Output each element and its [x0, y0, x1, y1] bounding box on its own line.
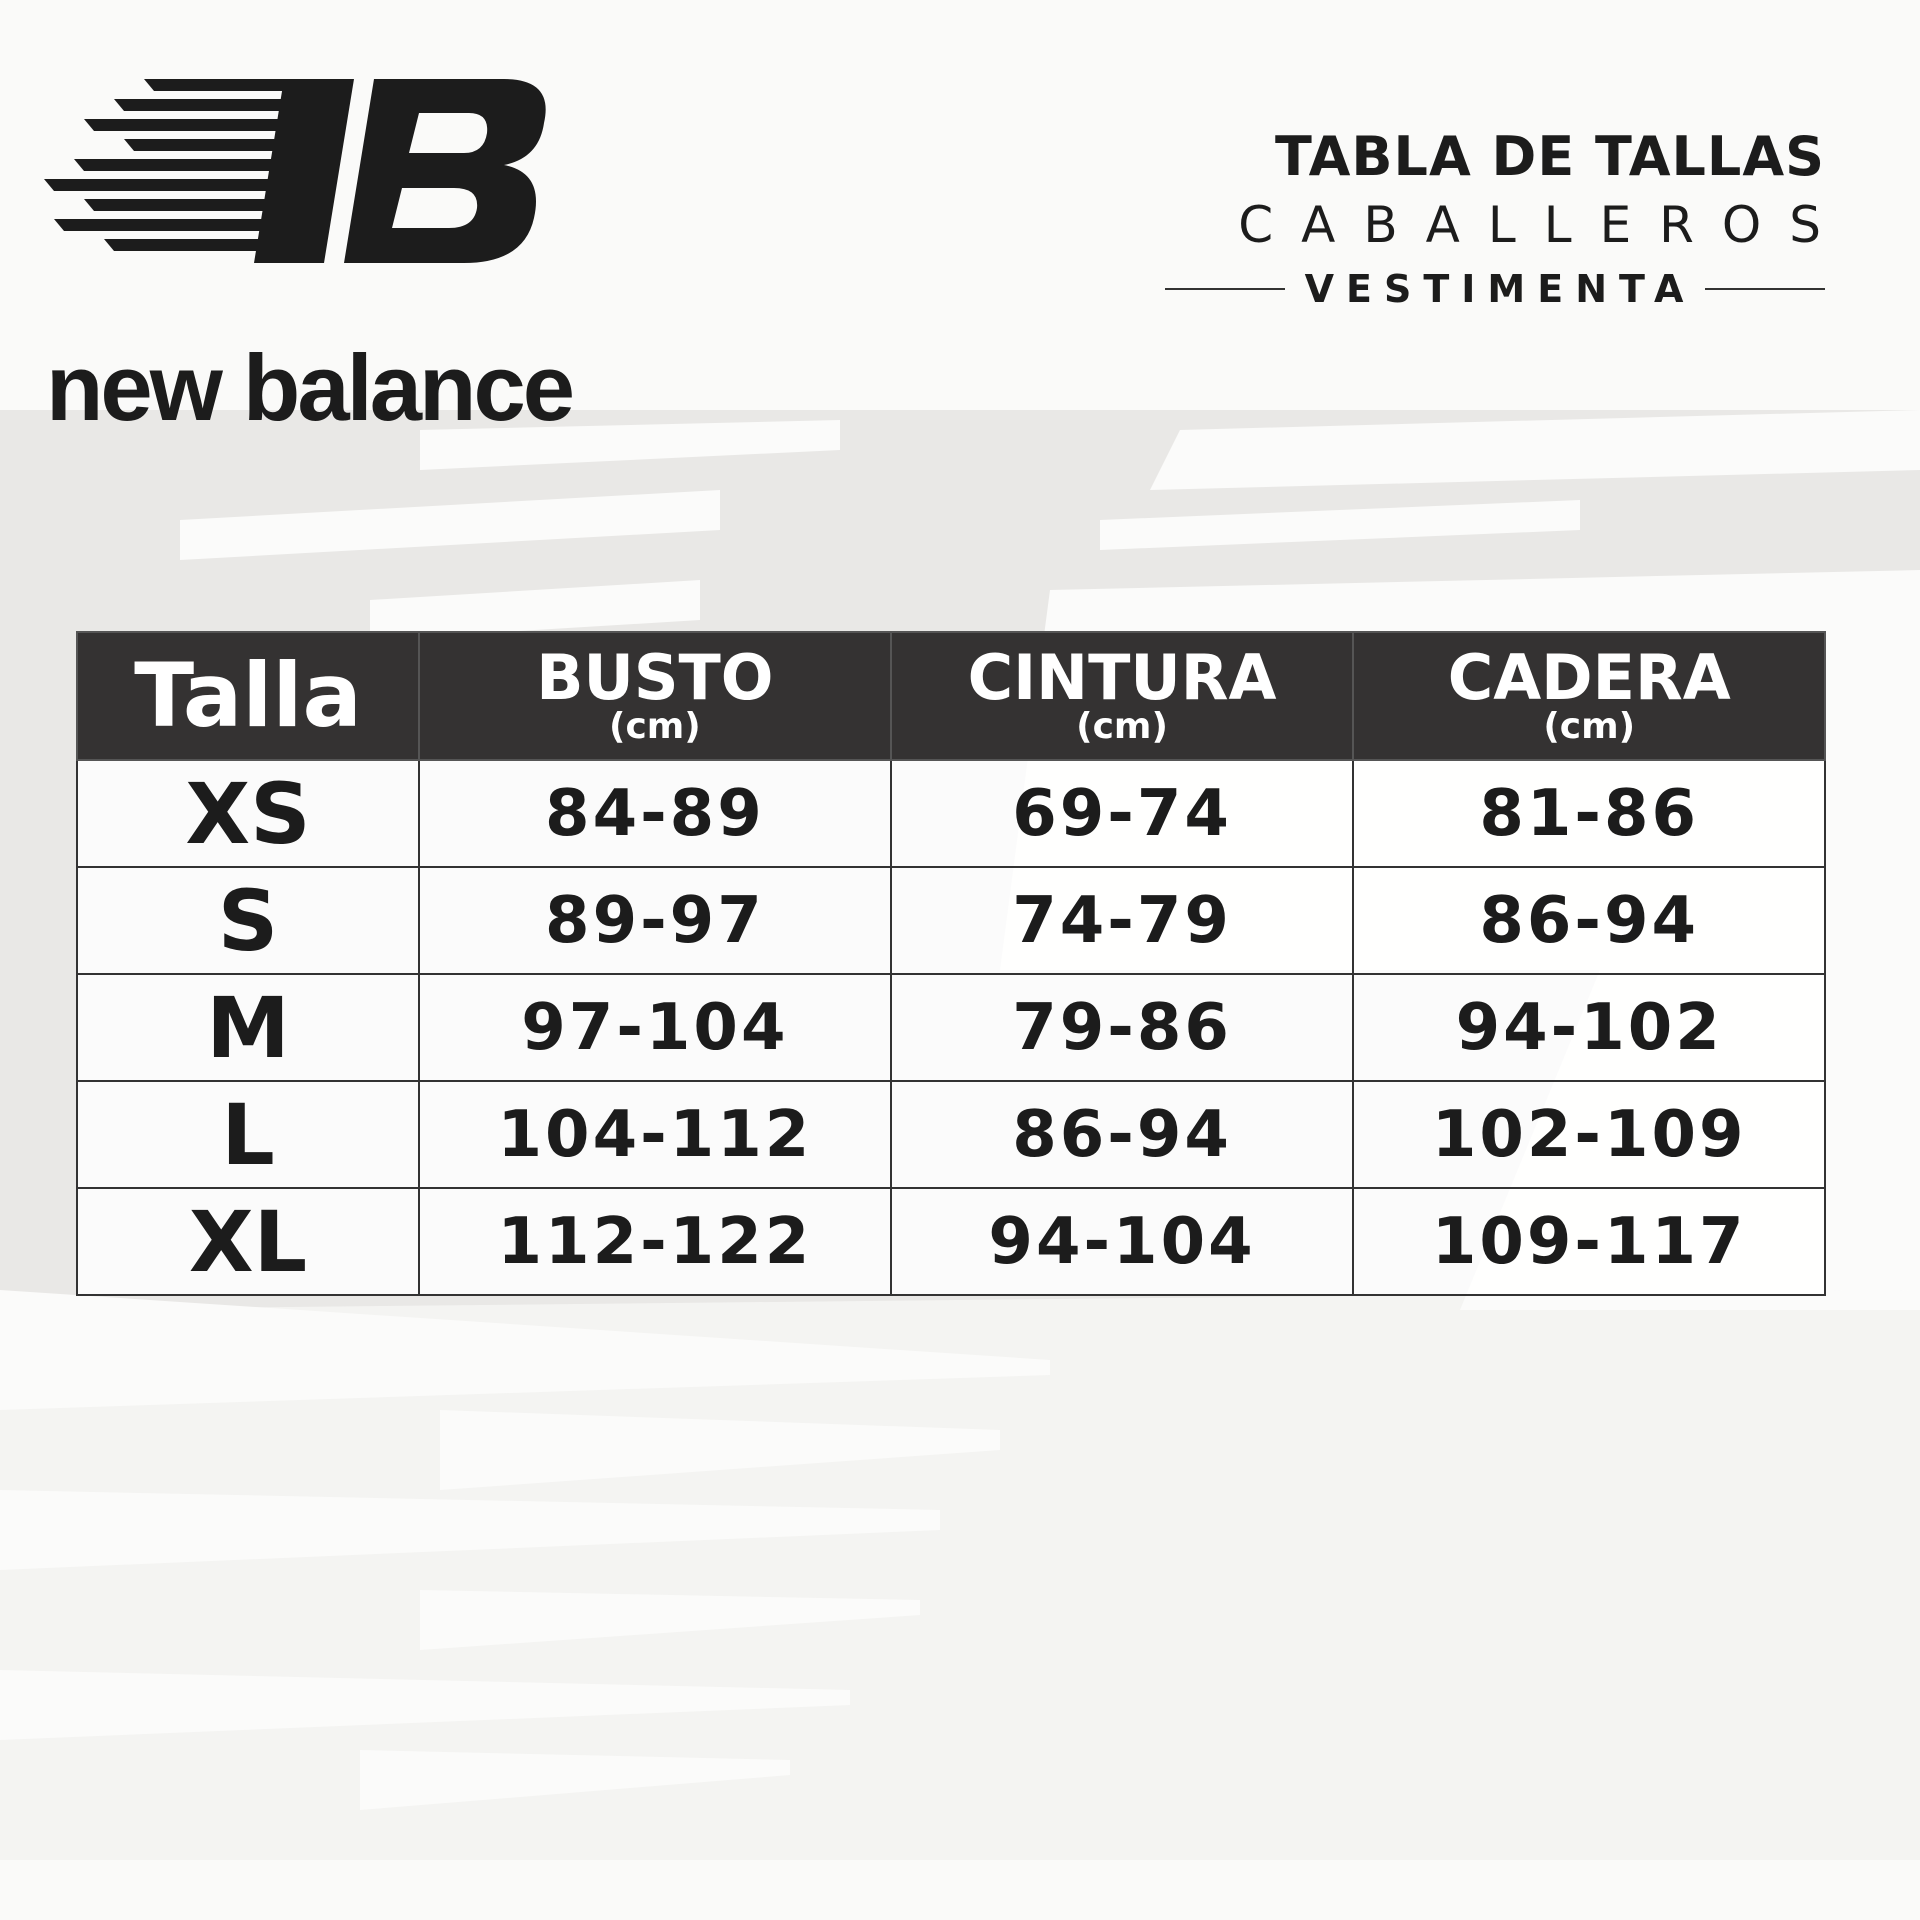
size-cell: S: [75, 866, 421, 975]
header-talla: Talla: [75, 631, 421, 761]
cintura-cell: 79-86: [889, 973, 1355, 1082]
size-cell: L: [75, 1080, 421, 1189]
size-cell: XS: [75, 759, 421, 868]
cintura-cell: 74-79: [889, 866, 1355, 975]
cadera-cell: 109-117: [1352, 1187, 1826, 1296]
busto-cell: 84-89: [418, 759, 892, 868]
header-busto: BUSTO (cm): [418, 631, 892, 761]
table-row: XL 112-122 94-104 109-117: [75, 1187, 1826, 1296]
title-block: TABLA DE TALLAS CABALLEROS VESTIMENTA: [1165, 130, 1825, 308]
header-row: Talla BUSTO (cm) CINTURA (cm) CADERA (cm): [75, 631, 1826, 761]
new-balance-logo: new balance: [24, 73, 664, 435]
cadera-cell: 86-94: [1352, 866, 1826, 975]
size-cell: XL: [75, 1187, 421, 1296]
table-row: L 104-112 86-94 102-109: [75, 1080, 1826, 1189]
busto-cell: 89-97: [418, 866, 892, 975]
table-row: XS 84-89 69-74 81-86: [75, 759, 1826, 868]
header-cintura: CINTURA (cm): [889, 631, 1355, 761]
divider-right: [1705, 288, 1825, 290]
busto-cell: 104-112: [418, 1080, 892, 1189]
cadera-cell: 94-102: [1352, 973, 1826, 1082]
table-row: M 97-104 79-86 94-102: [75, 973, 1826, 1082]
subtitle: CABALLEROS: [1238, 196, 1849, 254]
cadera-cell: 102-109: [1352, 1080, 1826, 1189]
nb-monogram-icon: [44, 79, 546, 263]
cintura-cell: 94-104: [889, 1187, 1355, 1296]
busto-cell: 97-104: [418, 973, 892, 1082]
brand-name: new balance: [46, 335, 575, 440]
size-table: Talla BUSTO (cm) CINTURA (cm) CADERA (cm) X…: [75, 631, 1826, 1296]
busto-cell: 112-122: [418, 1187, 892, 1296]
category: VESTIMENTA: [1304, 267, 1696, 311]
divider-left: [1165, 288, 1285, 290]
title: TABLA DE TALLAS: [1274, 125, 1825, 188]
header-cadera: CADERA (cm): [1352, 631, 1826, 761]
cintura-cell: 69-74: [889, 759, 1355, 868]
table-row: S 89-97 74-79 86-94: [75, 866, 1826, 975]
size-cell: M: [75, 973, 421, 1082]
cintura-cell: 86-94: [889, 1080, 1355, 1189]
cadera-cell: 81-86: [1352, 759, 1826, 868]
